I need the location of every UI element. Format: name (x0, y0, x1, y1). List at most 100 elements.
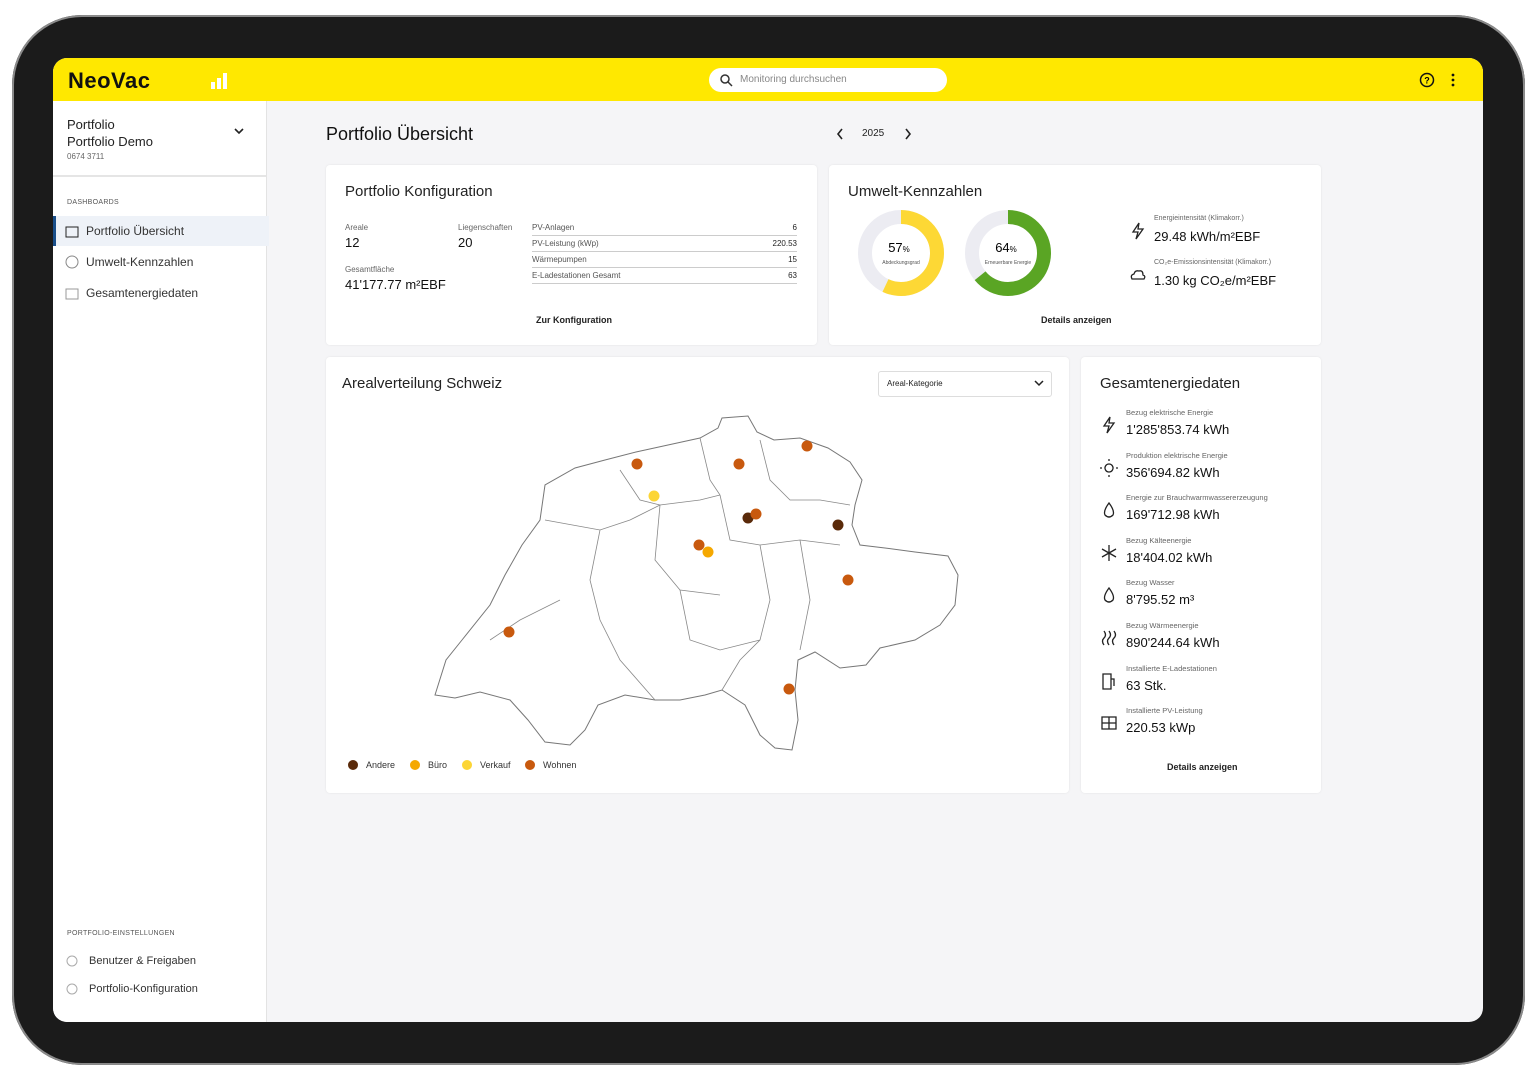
header-actions[interactable]: ? (1419, 71, 1459, 89)
config-row: PV-Leistung (kWp) 220.53 (532, 236, 797, 252)
site-marker (503, 626, 515, 638)
icon-shape (65, 255, 79, 269)
energy-value: 8'795.52 m³ (1126, 592, 1195, 608)
portfolio-name[interactable]: Portfolio Demo (67, 134, 153, 149)
year: 2025 (862, 128, 885, 139)
energy-label: Energie zur Brauchwarmwassererzeugung (1126, 493, 1268, 503)
energy-icon (1102, 672, 1115, 690)
energy-label: Bezug Wärmeenergie (1126, 621, 1199, 630)
stat-value: 41'177.77 m²EBF (345, 277, 446, 292)
portfolio-label: Portfolio (67, 117, 115, 132)
details-link[interactable]: Details anzeigen (1167, 762, 1238, 772)
nav-item[interactable]: Portfolio-Konfiguration (53, 974, 266, 1004)
metric-icon (1131, 222, 1145, 240)
donut-unit: % (903, 245, 910, 254)
energy-value: 18'404.02 kWh (1126, 549, 1213, 565)
nav-icon (65, 288, 79, 300)
svg-text:?: ? (1424, 76, 1430, 86)
legend-swatch (462, 760, 472, 770)
portfolio-dropdown-icon[interactable] (233, 127, 245, 137)
nav-item[interactable]: Portfolio Übersicht (53, 216, 269, 246)
row-label: Wärmepumpen (532, 255, 587, 264)
sidebar: Portfolio Portfolio Demo 0674 3711 DASHB… (53, 101, 269, 1022)
donut-charts: 57% Abdeckungsgrad 64% Erneuerbare Energie (858, 210, 1051, 296)
nav-label: Benutzer & Freigaben (89, 955, 197, 967)
donut-label: Erneuerbare Energie (985, 260, 1032, 266)
donut-label: Abdeckungsgrad (882, 260, 920, 266)
donut-number: 57 (888, 240, 902, 255)
row-value: 220.53 (772, 239, 797, 248)
row-value: 63 (788, 271, 797, 280)
nav-icon (65, 226, 79, 238)
card-title: Gesamtenergiedaten (1100, 375, 1241, 392)
energy-icon (1101, 716, 1117, 730)
row-label: E-Ladestationen Gesamt (532, 271, 621, 280)
config-link[interactable]: Zur Konfiguration (536, 315, 612, 325)
portfolio-id: 0674 3711 (67, 152, 105, 161)
logo[interactable]: NeoVac (68, 68, 151, 93)
energy-card: Gesamtenergiedaten Details anzeigen Bezu… (1081, 357, 1321, 793)
icon-shape (1103, 587, 1115, 604)
icon-shape (1131, 222, 1145, 240)
card-title: Arealverteilung Schweiz (342, 375, 503, 392)
icon-shape (1101, 630, 1117, 646)
icon-shape (1101, 544, 1117, 561)
canton-borders (489, 437, 851, 701)
card-title: Umwelt-Kennzahlen (848, 183, 983, 200)
row-label: PV-Leistung (kWp) (532, 239, 599, 248)
nav-label: Umwelt-Kennzahlen (86, 255, 194, 269)
nav-icon (65, 255, 79, 269)
section-heading: DASHBOARDS (67, 199, 120, 206)
nav-icon (66, 955, 78, 967)
icon-shape (66, 955, 78, 967)
energy-value: 63 Stk. (1126, 677, 1167, 693)
nav-item[interactable]: Umwelt-Kennzahlen (53, 247, 266, 277)
nav-label: Portfolio-Konfiguration (89, 983, 198, 995)
energy-value: 1'285'853.74 kWh (1126, 422, 1230, 437)
card-title: Portfolio Konfiguration (345, 183, 493, 200)
stat-value: 12 (345, 235, 360, 250)
icon-shape (1101, 716, 1117, 730)
energy-icon (1100, 458, 1118, 477)
energy-label: Installierte PV-Leistung (1126, 706, 1203, 716)
metric-value: 1.30 kg CO₂e/m²EBF (1154, 273, 1277, 288)
energy-label: Bezug elektrische Energie (1126, 408, 1214, 417)
switzerland-map: Andere Büro Verkauf Wohnen (348, 415, 959, 770)
search-box[interactable]: Monitoring durchsuchen (709, 68, 947, 92)
config-row: E-Ladestationen Gesamt 63 (532, 268, 797, 284)
map-card: Arealverteilung Schweiz Areal-Kategorie … (326, 357, 1069, 793)
energy-value: 169'712.98 kWh (1126, 507, 1220, 523)
site-marker (750, 508, 762, 520)
stat-label: Liegenschaften (458, 223, 513, 232)
legend-swatch (410, 760, 420, 770)
icon-shape (1103, 502, 1115, 518)
dropdown-label: Areal-Kategorie (887, 379, 943, 388)
stat-label: Areale (345, 223, 369, 232)
screen: NeoVac Monitoring durchsuchen ? Portfoli… (53, 58, 1483, 1022)
nav-item[interactable]: Benutzer & Freigaben (53, 946, 266, 976)
stat-value: 20 (458, 235, 473, 250)
details-link[interactable]: Details anzeigen (1041, 315, 1112, 325)
search-placeholder: Monitoring durchsuchen (740, 74, 847, 85)
nav-item[interactable]: Gesamtenergiedaten (53, 278, 266, 308)
site-marker (693, 539, 705, 551)
legend-swatch (348, 760, 358, 770)
icon-shape (1100, 458, 1118, 477)
energy-icon (1103, 502, 1115, 518)
category-dropdown[interactable]: Areal-Kategorie (878, 371, 1052, 397)
search-icon (720, 74, 733, 87)
row-value: 6 (792, 223, 797, 232)
metric-label: Energieintensität (Klimakorr.) (1154, 215, 1244, 222)
config-row: Wärmepumpen 15 (532, 252, 797, 268)
metric-icon (1130, 270, 1146, 280)
donut-arc (858, 210, 944, 296)
energy-value: 356'694.82 kWh (1126, 464, 1220, 480)
energy-icon (1102, 416, 1116, 434)
app-icon (211, 73, 227, 89)
row-value: 15 (788, 255, 797, 264)
energy-value: 890'244.64 kWh (1126, 635, 1220, 650)
year-nav-arrows[interactable] (833, 126, 923, 142)
site-marker (842, 574, 854, 586)
site-marker (783, 683, 795, 695)
